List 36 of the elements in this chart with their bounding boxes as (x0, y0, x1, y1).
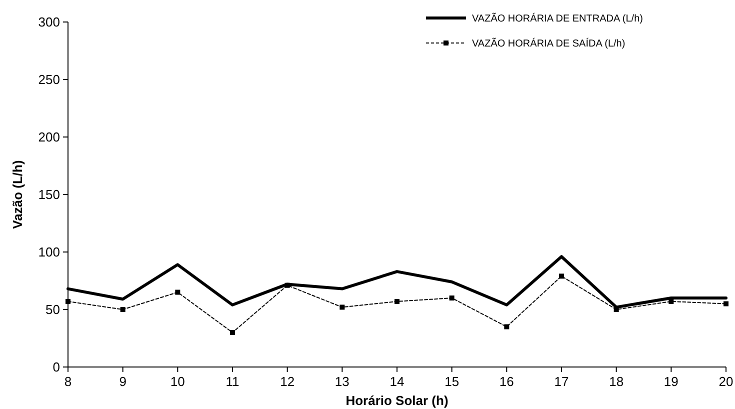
y-tick-label: 200 (38, 130, 60, 145)
x-tick-label: 16 (499, 374, 514, 389)
x-tick-label: 17 (554, 374, 569, 389)
point (120, 307, 126, 312)
point (394, 298, 400, 304)
x-tick-label: 14 (390, 374, 404, 389)
point (724, 301, 728, 306)
point (340, 304, 345, 310)
legend-label: VAZÃO HORÁRIA DE SAÍDA (L/h) (472, 38, 626, 50)
y-tick-label: 250 (38, 72, 60, 88)
y-tick-label: 300 (38, 14, 60, 30)
x-tick-label: 9 (119, 374, 126, 389)
y-tick-label: 0 (52, 360, 60, 375)
point (614, 307, 619, 312)
y-tick-label: 100 (38, 244, 60, 260)
x-tick-label: 19 (664, 374, 678, 389)
x-tick-label: 13 (334, 374, 350, 389)
x-tick-label: 10 (170, 374, 185, 389)
legend-label: VAZÃO HORÁRIA DE ENTRADA (L/h) (472, 12, 643, 24)
point (559, 274, 564, 279)
x-axis-title: Horário Solar (h) (346, 393, 448, 408)
point (284, 282, 290, 288)
y-axis-title: Vazão (L/h) (10, 160, 25, 229)
y-tick-label: 50 (46, 302, 60, 318)
x-tick-label: 18 (609, 374, 624, 389)
point (504, 324, 510, 330)
x-tick-label: 8 (64, 374, 72, 389)
x-tick-label: 11 (226, 374, 240, 389)
point (230, 330, 235, 335)
x-tick-label: 20 (718, 374, 734, 389)
x-tick-label: 12 (280, 374, 295, 389)
point (175, 290, 180, 295)
x-tick-label: 15 (444, 374, 460, 389)
point (66, 298, 70, 304)
point (449, 296, 454, 300)
y-tick-label: 150 (38, 187, 60, 202)
